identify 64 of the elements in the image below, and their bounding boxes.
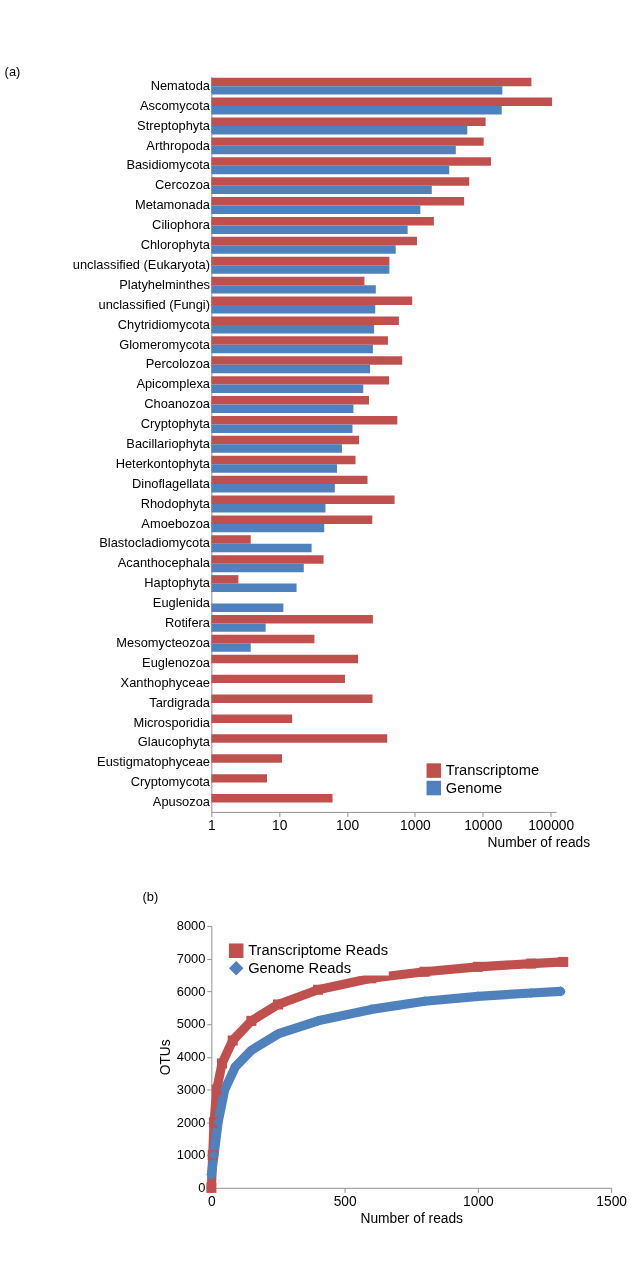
y-tick-label: Xanthophyceae xyxy=(120,674,211,690)
legend-label: Transcriptome Reads xyxy=(248,942,389,959)
x-tick-label: 1500 xyxy=(596,1193,628,1209)
y-tick-label: Bacillariophyta xyxy=(126,435,211,451)
y-tick-label: Chlorophyta xyxy=(140,237,211,253)
y-tick-label: Mesomycteozoa xyxy=(116,634,211,650)
legend-label: Transcriptome xyxy=(445,762,540,779)
x-tick-label: 10 xyxy=(272,817,288,833)
y-tick-label: Apusozoa xyxy=(152,794,211,810)
y-tick-label: Glomeromycota xyxy=(119,336,211,352)
y-tick-label: unclassified (Fungi) xyxy=(98,296,211,312)
y-tick-label: 8000 xyxy=(176,918,206,934)
y-tick-label: Heterkontophyta xyxy=(115,455,211,471)
y-tick-label: 1000 xyxy=(176,1147,206,1163)
text: (b) xyxy=(142,889,159,905)
x-tick-label: 100000 xyxy=(528,817,575,833)
y-tick-label: 3000 xyxy=(176,1081,206,1097)
text: (a) xyxy=(4,63,21,79)
y-tick-label: Cryptomycota xyxy=(130,774,211,790)
legend-label: Genome xyxy=(445,779,503,796)
y-tick-label: Euglenida xyxy=(152,595,211,611)
y-axis-title: OTUs xyxy=(158,1039,174,1076)
y-tick-label: Rotifera xyxy=(164,615,211,631)
legend-label: Genome Reads xyxy=(248,959,352,976)
y-tick-label: Streptophyta xyxy=(137,117,211,133)
x-tick-label: 1000 xyxy=(400,817,432,833)
y-tick-label: Glaucophyta xyxy=(137,734,211,750)
y-tick-label: Cryptophyta xyxy=(140,416,211,432)
y-tick-label: 5000 xyxy=(176,1016,206,1032)
y-tick-label: Apicomplexa xyxy=(136,376,211,392)
x-axis-title: Number of reads xyxy=(487,835,591,851)
y-tick-label: unclassified (Eukaryota) xyxy=(72,256,211,272)
y-tick-label: Haptophyta xyxy=(144,575,211,591)
y-tick-label: Blastocladiomycota xyxy=(99,535,211,551)
x-axis-title: Number of reads xyxy=(360,1211,464,1227)
y-tick-label: 0 xyxy=(198,1179,206,1195)
y-tick-label: Chytridiomycota xyxy=(117,316,211,332)
y-tick-label: Percolozoa xyxy=(145,356,211,372)
y-tick-label: Dinoflagellata xyxy=(132,475,211,491)
x-tick-label: 100 xyxy=(336,817,360,833)
y-tick-label: 2000 xyxy=(176,1114,206,1130)
x-tick-label: 1000 xyxy=(463,1193,495,1209)
x-tick-label: 10000 xyxy=(464,817,503,833)
y-tick-label: 7000 xyxy=(176,950,206,966)
y-tick-label: Ascomycota xyxy=(139,97,211,113)
y-tick-label: 6000 xyxy=(176,983,206,999)
y-tick-label: Amoebozoa xyxy=(141,515,211,531)
y-tick-label: Microsporidia xyxy=(133,714,211,730)
y-tick-label: Eustigmatophyceae xyxy=(97,754,211,770)
y-tick-label: Acanthocephala xyxy=(117,555,211,571)
y-tick-label: Arthropoda xyxy=(146,137,211,153)
y-tick-label: Rhodophyta xyxy=(140,495,211,511)
y-tick-label: Euglenozoa xyxy=(142,654,211,670)
x-tick-label: 1 xyxy=(208,817,216,833)
y-tick-label: Platyhelminthes xyxy=(119,276,211,292)
y-tick-label: 4000 xyxy=(176,1049,206,1065)
y-tick-label: Ciliophora xyxy=(152,217,211,233)
y-tick-label: Nematoda xyxy=(150,77,211,93)
x-tick-label: 500 xyxy=(333,1193,357,1209)
y-tick-label: Choanozoa xyxy=(144,396,211,412)
y-tick-label: Cercozoa xyxy=(154,177,211,193)
y-tick-label: Tardigrada xyxy=(149,694,211,710)
y-tick-label: Basidiomycota xyxy=(126,157,211,173)
y-tick-label: Metamonada xyxy=(134,197,211,213)
